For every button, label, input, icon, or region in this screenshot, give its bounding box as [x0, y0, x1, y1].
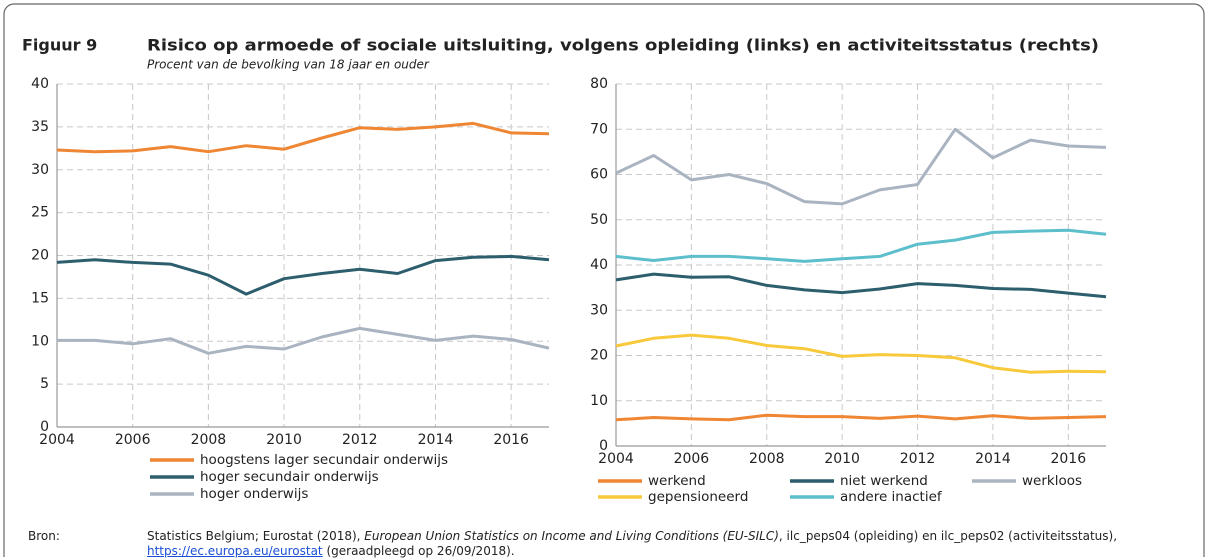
legend-label: hoger onderwijs — [200, 486, 308, 502]
x-tick-label: 2010 — [824, 451, 860, 467]
x-tick-label: 2006 — [674, 451, 710, 467]
legend-label: hoogstens lager secundair onderwijs — [200, 452, 448, 468]
figure-label: Figuur 9 — [22, 36, 97, 55]
y-tick-label: 5 — [40, 376, 49, 392]
source: Statistics Belgium; Eurostat (2018), Eur… — [147, 529, 1197, 559]
y-tick-label: 40 — [590, 257, 608, 273]
x-tick-label: 2006 — [115, 432, 151, 448]
y-tick-label: 50 — [590, 212, 608, 228]
y-tick-label: 20 — [590, 348, 608, 364]
x-tick-label: 2014 — [975, 451, 1011, 467]
source-text: , ilc_peps04 (opleiding) en ilc_peps02 (… — [778, 529, 1118, 543]
series-line — [615, 228, 1107, 263]
x-tick-label: 2008 — [749, 451, 785, 467]
legend-label: niet werkend — [840, 473, 928, 489]
series-line — [56, 254, 550, 296]
legend-label: werkloos — [1022, 473, 1082, 489]
source-link[interactable]: https://ec.europa.eu/eurostat — [147, 544, 323, 558]
y-tick-label: 30 — [590, 302, 608, 318]
y-tick-label: 20 — [31, 248, 49, 264]
x-tick-label: 2014 — [418, 432, 454, 448]
y-tick-label: 30 — [31, 162, 49, 178]
y-tick-label: 40 — [31, 76, 49, 92]
figure-title: Risico op armoede of sociale uitsluiting… — [147, 36, 1099, 55]
legend-label: werkend — [648, 473, 706, 489]
y-tick-label: 0 — [40, 419, 49, 435]
source-text: (geraadpleegd op 26/09/2018). — [322, 544, 515, 558]
y-tick-label: 0 — [599, 438, 608, 454]
y-tick-label: 25 — [31, 205, 49, 221]
series-line — [57, 326, 550, 355]
y-tick-label: 70 — [590, 121, 608, 137]
y-tick-label: 80 — [590, 76, 608, 92]
y-tick-label: 35 — [31, 119, 49, 135]
source-title: European Union Statistics on Income and … — [364, 529, 779, 543]
series-line — [56, 121, 550, 154]
series-line — [615, 272, 1107, 299]
legend-label: gepensioneerd — [648, 489, 748, 505]
y-tick-label: 10 — [31, 333, 49, 349]
legend-label: andere inactief — [840, 489, 943, 505]
series-line — [615, 413, 1107, 422]
legend-label: hoger secundair onderwijs — [200, 469, 379, 485]
x-tick-label: 2004 — [598, 451, 634, 467]
y-tick-label: 60 — [590, 167, 608, 183]
source-label: Bron: — [28, 529, 60, 543]
x-tick-label: 2012 — [342, 432, 378, 448]
x-tick-label: 2016 — [1050, 451, 1086, 467]
x-tick-label: 2012 — [900, 451, 936, 467]
series-line — [615, 127, 1107, 206]
y-tick-label: 15 — [31, 290, 49, 306]
x-tick-label: 2016 — [493, 432, 529, 448]
series-line — [615, 333, 1107, 374]
x-tick-label: 2010 — [266, 432, 302, 448]
y-tick-label: 10 — [590, 393, 608, 409]
frame — [3, 3, 1205, 557]
source-text: Statistics Belgium; Eurostat (2018), — [147, 529, 365, 543]
x-tick-label: 2008 — [191, 432, 227, 448]
figure-subtitle: Procent van de bevolking van 18 jaar en … — [147, 58, 430, 72]
x-tick-label: 2004 — [39, 432, 75, 448]
